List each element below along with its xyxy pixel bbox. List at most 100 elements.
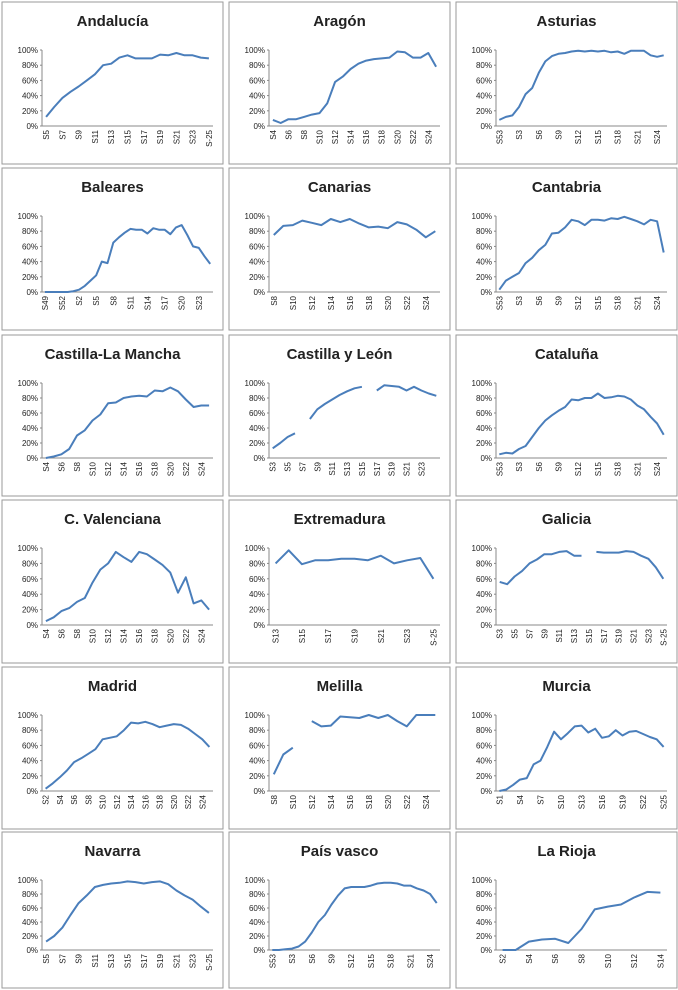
chart-panel: Andalucía 0% 20% 40% 60% 80% 100% S5 S7 S9 S11 S13 S… [1,1,224,165]
data-line [498,49,664,121]
x-tick-label: S18 [365,295,374,310]
x-tick-label: S12 [574,461,583,476]
x-tick-label: S18 [156,794,165,809]
x-tick-label: S4 [42,628,51,638]
y-tick-label: 20% [22,273,38,282]
y-tick-label: 0% [480,122,492,131]
x-tick-label: S9 [75,953,84,963]
x-tick-label: S19 [388,461,397,476]
x-tick-label: S18 [614,461,623,476]
x-tick-label: S24 [422,794,431,809]
x-tick-label: S13 [107,129,116,144]
x-tick-label: S12 [113,794,122,809]
y-tick-label: 60% [249,242,265,251]
y-tick-label: 40% [22,258,38,267]
y-tick-label: 20% [249,107,265,116]
chart-title: C. Valenciana [64,511,161,528]
chart-panel: Aragón 0% 20% 40% 60% 80% 100% S4 S6 S8 S10 S12 S14 S… [228,1,451,165]
y-tick-label: 40% [22,757,38,766]
x-tick-label: S11 [91,953,100,967]
y-tick-label: 40% [476,424,492,433]
y-tick-label: 80% [249,890,265,899]
x-tick-label: S15 [124,953,133,968]
y-tick-label: 0% [26,787,38,796]
y-tick-label: 20% [22,606,38,615]
x-tick-label: S53 [495,295,504,310]
data-line [45,386,210,459]
x-tick-label: S10 [289,295,298,310]
y-tick-label: 0% [253,288,265,297]
x-tick-label: S10 [604,953,613,968]
x-tick-label: S9 [554,129,563,139]
y-tick-label: 40% [249,92,265,101]
x-tick-label: S22 [403,794,412,809]
x-tick-label: S25 [660,794,669,809]
y-tick-label: 20% [476,606,492,615]
x-tick-label: S4 [269,129,278,139]
x-tick-label: S3 [515,295,524,305]
y-tick-label: 80% [22,227,38,236]
data-line [272,714,436,775]
chart-title: Canarias [308,179,371,196]
x-tick-label: S7 [58,953,67,963]
x-tick-label: S-25 [429,628,438,645]
x-tick-label: S12 [347,953,356,968]
chart-title: Murcia [542,678,591,695]
y-tick-label: 20% [22,772,38,781]
x-tick-label: S3 [288,953,297,963]
y-tick-label: 20% [249,606,265,615]
chart-panel: Murcia 0% 20% 40% 60% 80% 100% S1 S4 S7 S10 S13 S16 S… [455,666,678,830]
x-tick-label: S21 [406,953,415,968]
data-line [44,224,211,293]
chart-title: País vasco [301,843,379,860]
x-tick-label: S4 [56,794,65,804]
y-tick-label: 60% [249,904,265,913]
x-tick-label: S14 [327,794,336,809]
x-tick-label: S8 [300,129,309,139]
chart-title: La Rioja [537,843,596,860]
y-tick-label: 100% [245,876,265,885]
y-tick-label: 0% [253,454,265,463]
y-tick-label: 0% [253,946,265,955]
x-tick-label: S13 [107,953,116,968]
x-tick-label: S8 [578,953,587,963]
y-tick-label: 60% [249,575,265,584]
y-tick-label: 0% [480,454,492,463]
x-tick-label: S20 [384,794,393,809]
data-line [274,549,435,580]
x-tick-label: S18 [151,628,160,643]
y-tick-label: 20% [476,107,492,116]
chart-title: Cantabria [532,179,602,196]
y-tick-label: 0% [26,288,38,297]
x-tick-label: S19 [156,129,165,144]
y-tick-label: 60% [249,741,265,750]
data-line [499,550,665,586]
x-tick-label: S14 [347,129,356,144]
x-tick-label: S14 [127,794,136,809]
x-tick-label: S21 [633,461,642,476]
x-tick-label: S8 [84,794,93,804]
x-tick-label: S23 [403,628,412,643]
y-tick-label: 100% [18,876,38,885]
x-tick-label: S16 [346,295,355,310]
panel-border [455,499,678,664]
y-tick-label: 40% [22,918,38,927]
data-line [273,218,436,239]
x-tick-label: S17 [373,461,382,476]
chart-panel: Navarra 0% 20% 40% 60% 80% 100% S5 S7 S9 S11 S13 S15… [1,831,224,989]
y-tick-label: 80% [249,394,265,403]
y-tick-label: 60% [22,242,38,251]
y-tick-label: 100% [18,544,38,553]
chart-title: Andalucía [77,13,149,30]
y-tick-label: 100% [245,212,265,221]
y-tick-label: 80% [476,61,492,70]
y-tick-label: 0% [480,946,492,955]
x-tick-label: S24 [422,295,431,310]
x-tick-label: S22 [182,628,191,643]
y-tick-label: 100% [18,711,38,720]
chart-title: Baleares [81,179,144,196]
x-tick-label: S11 [126,295,135,309]
panel-border [228,167,451,331]
y-tick-label: 60% [249,76,265,85]
x-tick-label: S2 [499,953,508,963]
